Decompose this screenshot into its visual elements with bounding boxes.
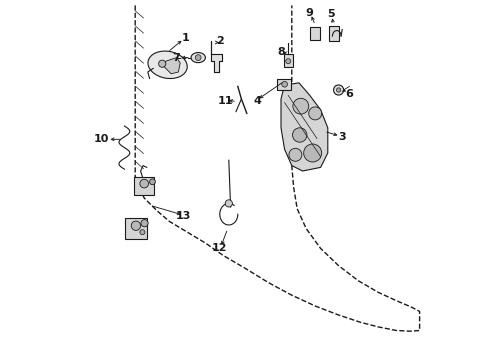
Bar xyxy=(310,27,320,40)
Text: 8: 8 xyxy=(277,47,285,57)
Text: 7: 7 xyxy=(172,53,180,63)
Text: 5: 5 xyxy=(328,9,335,19)
Circle shape xyxy=(131,221,141,230)
Text: 3: 3 xyxy=(339,132,346,142)
Circle shape xyxy=(159,60,166,67)
Text: 12: 12 xyxy=(212,243,227,253)
Circle shape xyxy=(225,200,232,207)
Text: 13: 13 xyxy=(176,211,192,221)
Polygon shape xyxy=(164,58,180,74)
Circle shape xyxy=(293,128,307,142)
Text: 1: 1 xyxy=(182,33,190,43)
Bar xyxy=(134,177,154,195)
Text: 9: 9 xyxy=(306,8,314,18)
Text: 4: 4 xyxy=(254,96,262,106)
Ellipse shape xyxy=(148,51,187,78)
Text: 2: 2 xyxy=(216,36,223,46)
Bar xyxy=(329,26,339,41)
Circle shape xyxy=(309,107,321,120)
Bar xyxy=(125,218,147,239)
Circle shape xyxy=(196,55,201,60)
Polygon shape xyxy=(211,41,221,72)
Text: 10: 10 xyxy=(93,134,109,144)
Circle shape xyxy=(141,220,148,227)
Circle shape xyxy=(304,144,321,162)
Bar xyxy=(284,54,293,67)
Text: 11: 11 xyxy=(218,96,233,106)
Text: 6: 6 xyxy=(345,89,353,99)
Circle shape xyxy=(293,98,309,114)
Circle shape xyxy=(140,179,148,188)
Circle shape xyxy=(282,81,288,87)
Ellipse shape xyxy=(191,53,205,63)
Bar xyxy=(277,79,291,90)
Circle shape xyxy=(149,179,155,185)
Polygon shape xyxy=(281,83,328,171)
Circle shape xyxy=(289,148,302,161)
Circle shape xyxy=(140,230,145,235)
Circle shape xyxy=(334,85,343,95)
Circle shape xyxy=(286,59,291,64)
Circle shape xyxy=(337,88,341,92)
